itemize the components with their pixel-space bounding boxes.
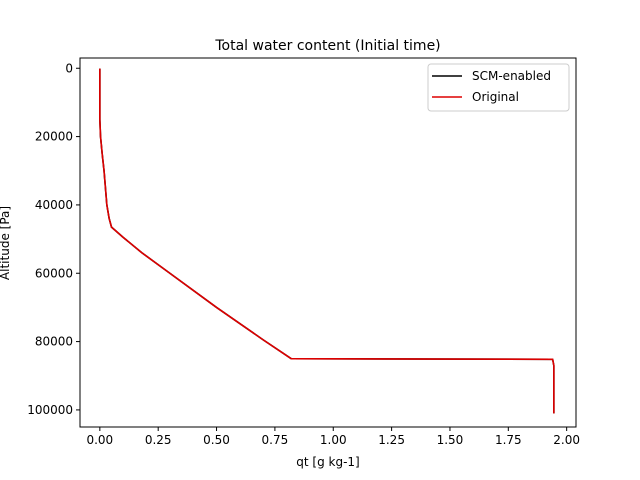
y-tick-label: 40000: [35, 198, 73, 212]
x-tick-label: 1.75: [495, 433, 522, 447]
plot-frame: [79, 57, 577, 428]
plot-area: [79, 57, 577, 428]
x-tick-label: 1.25: [378, 433, 405, 447]
x-axis: 0.00 0.25 0.50 0.75 1.00 1.25 1.50 1.75 2.00: [86, 427, 580, 447]
x-tick-label: 0.75: [262, 433, 289, 447]
x-tick-label: 1.00: [320, 433, 347, 447]
x-axis-label: qt [g kg-1]: [296, 455, 359, 469]
chart-title: Total water content (Initial time): [214, 38, 440, 54]
series-lines: [99, 68, 555, 414]
x-tick-label: 0.25: [145, 433, 172, 447]
y-tick-label: 100000: [27, 403, 73, 417]
y-tick-label: 0: [65, 61, 73, 75]
legend-label-original: Original: [472, 90, 519, 104]
x-tick-label: 1.50: [437, 433, 464, 447]
x-tick-label: 0.50: [203, 433, 230, 447]
y-axis-label: Altitude [Pa]: [0, 206, 12, 280]
series-line-original: [99, 68, 555, 414]
y-axis: 0 20000 40000 60000 80000 100000: [27, 61, 80, 417]
x-tick-label: 2.00: [553, 433, 580, 447]
legend-label-scm-enabled: SCM-enabled: [472, 69, 551, 83]
legend: SCM-enabled Original: [427, 63, 570, 112]
y-tick-label: 80000: [35, 335, 73, 349]
x-tick-label: 0.00: [86, 433, 113, 447]
legend-box: [427, 63, 570, 112]
y-tick-label: 60000: [35, 266, 73, 280]
y-tick-label: 20000: [35, 130, 73, 144]
